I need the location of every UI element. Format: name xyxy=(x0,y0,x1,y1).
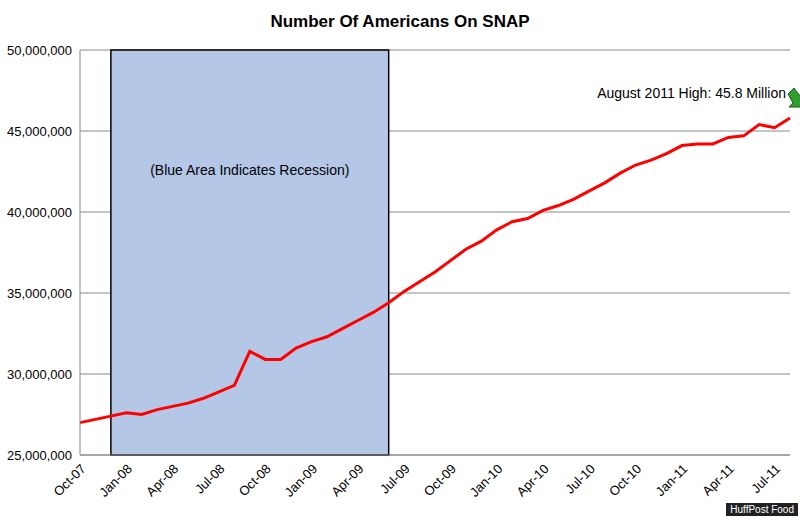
html-text:HuffPost Food: HuffPost Food xyxy=(730,504,794,515)
svg-text:Apr-09: Apr-09 xyxy=(328,461,366,499)
svg-text:Jul-10: Jul-10 xyxy=(562,461,598,497)
svg-text:30,000,000: 30,000,000 xyxy=(8,367,72,382)
svg-text:Apr-11: Apr-11 xyxy=(699,461,737,499)
svg-text:45,000,000: 45,000,000 xyxy=(8,124,72,139)
svg-text:25,000,000: 25,000,000 xyxy=(8,448,72,463)
svg-text:Apr-08: Apr-08 xyxy=(143,461,181,499)
svg-text:August 2011 High: 45.8 Million: August 2011 High: 45.8 Million xyxy=(597,85,786,101)
svg-text:Oct-09: Oct-09 xyxy=(421,461,459,499)
svg-text:Jul-09: Jul-09 xyxy=(377,461,413,497)
svg-text:Apr-10: Apr-10 xyxy=(513,461,551,499)
svg-text:Jul-08: Jul-08 xyxy=(192,461,228,497)
svg-text:Jan-10: Jan-10 xyxy=(467,461,506,500)
svg-text:40,000,000: 40,000,000 xyxy=(8,205,72,220)
svg-text:(Blue Area Indicates Recession: (Blue Area Indicates Recession) xyxy=(150,162,349,178)
svg-text:Jan-09: Jan-09 xyxy=(281,461,320,500)
html-text:Number Of Americans On SNAP: Number Of Americans On SNAP xyxy=(270,12,530,31)
svg-text:Oct-08: Oct-08 xyxy=(236,461,274,499)
svg-text:Oct-07: Oct-07 xyxy=(50,461,88,499)
svg-text:Oct-10: Oct-10 xyxy=(606,461,644,499)
svg-text:35,000,000: 35,000,000 xyxy=(8,286,72,301)
svg-text:Jul-11: Jul-11 xyxy=(748,461,783,496)
svg-text:Jan-08: Jan-08 xyxy=(96,461,135,500)
svg-text:Jan-11: Jan-11 xyxy=(653,461,691,499)
svg-text:50,000,000: 50,000,000 xyxy=(8,43,72,58)
